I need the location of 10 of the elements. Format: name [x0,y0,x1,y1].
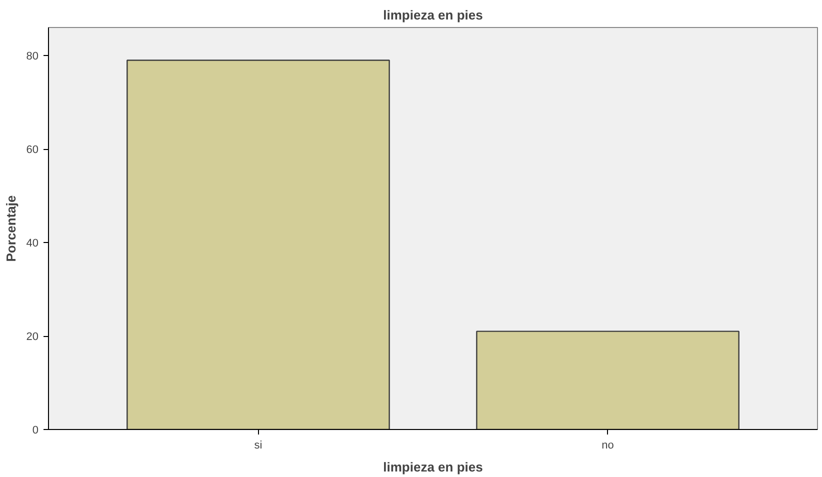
x-axis-title: limpieza en pies [383,460,483,474]
chart-title: limpieza en pies [383,8,483,22]
x-tick-label: si [254,440,262,452]
y-tick-label: 80 [26,50,39,63]
y-tick-label: 40 [26,238,39,250]
y-tick-label: 60 [26,144,39,156]
y-axis-title: Porcentaje [3,195,18,262]
y-tick-label: 0 [32,424,39,436]
y-tick-label: 20 [26,331,39,344]
x-tick-label: no [602,440,614,452]
